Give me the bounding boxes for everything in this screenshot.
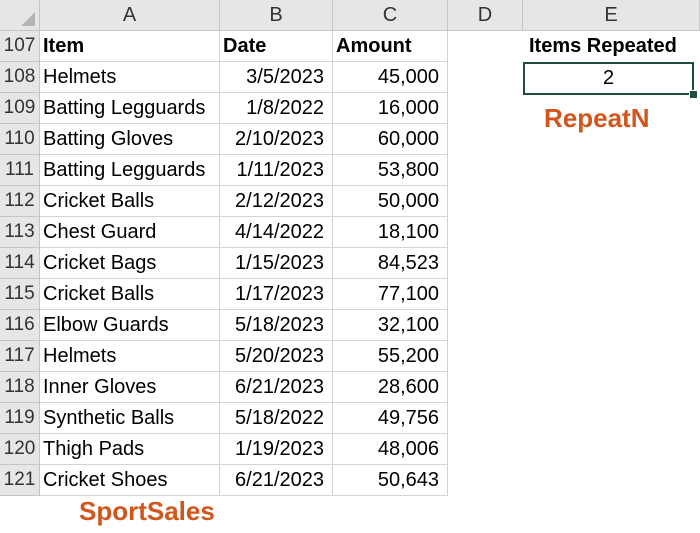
- amount-cell[interactable]: 50,000: [333, 186, 448, 217]
- row-number[interactable]: 117: [0, 341, 40, 372]
- select-all-triangle-icon: [21, 12, 35, 26]
- date-cell[interactable]: 5/18/2023: [220, 310, 333, 341]
- row-number[interactable]: 111: [0, 155, 40, 186]
- select-all-button[interactable]: [0, 0, 40, 31]
- date-cell[interactable]: 5/20/2023: [220, 341, 333, 372]
- item-cell[interactable]: Batting Gloves: [40, 124, 220, 155]
- fill-handle[interactable]: [689, 90, 698, 99]
- item-cell[interactable]: Batting Legguards: [40, 93, 220, 124]
- date-cell[interactable]: 2/12/2023: [220, 186, 333, 217]
- column-header-b[interactable]: B: [220, 0, 333, 31]
- item-cell[interactable]: Helmets: [40, 341, 220, 372]
- item-cell[interactable]: Inner Gloves: [40, 372, 220, 403]
- column-header-a[interactable]: A: [40, 0, 220, 31]
- item-header[interactable]: Item: [40, 31, 220, 62]
- amount-cell[interactable]: 53,800: [333, 155, 448, 186]
- date-cell[interactable]: 4/14/2022: [220, 217, 333, 248]
- date-cell[interactable]: 2/10/2023: [220, 124, 333, 155]
- date-cell[interactable]: 6/21/2023: [220, 465, 333, 496]
- item-cell[interactable]: Cricket Balls: [40, 186, 220, 217]
- amount-cell[interactable]: 45,000: [333, 62, 448, 93]
- item-cell[interactable]: Thigh Pads: [40, 434, 220, 465]
- amount-cell[interactable]: 16,000: [333, 93, 448, 124]
- item-cell[interactable]: Cricket Balls: [40, 279, 220, 310]
- row-number[interactable]: 119: [0, 403, 40, 434]
- row-number[interactable]: 120: [0, 434, 40, 465]
- date-cell[interactable]: 1/11/2023: [220, 155, 333, 186]
- item-cell[interactable]: Batting Legguards: [40, 155, 220, 186]
- item-cell[interactable]: Synthetic Balls: [40, 403, 220, 434]
- date-cell[interactable]: 3/5/2023: [220, 62, 333, 93]
- date-cell[interactable]: 5/18/2022: [220, 403, 333, 434]
- date-cell[interactable]: 1/8/2022: [220, 93, 333, 124]
- item-cell[interactable]: Helmets: [40, 62, 220, 93]
- row-number[interactable]: 112: [0, 186, 40, 217]
- item-cell[interactable]: Cricket Shoes: [40, 465, 220, 496]
- amount-cell[interactable]: 55,200: [333, 341, 448, 372]
- date-cell[interactable]: 1/19/2023: [220, 434, 333, 465]
- row-number[interactable]: 110: [0, 124, 40, 155]
- date-cell[interactable]: 6/21/2023: [220, 372, 333, 403]
- item-cell[interactable]: Cricket Bags: [40, 248, 220, 279]
- amount-cell[interactable]: 84,523: [333, 248, 448, 279]
- column-header-d[interactable]: D: [448, 0, 523, 31]
- amount-cell[interactable]: 49,756: [333, 403, 448, 434]
- items-repeated-result-cell[interactable]: 2: [523, 62, 694, 95]
- items-repeated-header[interactable]: Items Repeated: [529, 35, 677, 57]
- row-number[interactable]: 107: [0, 31, 40, 62]
- amount-cell[interactable]: 60,000: [333, 124, 448, 155]
- date-cell[interactable]: 1/15/2023: [220, 248, 333, 279]
- row-number[interactable]: 121: [0, 465, 40, 496]
- amount-cell[interactable]: 77,100: [333, 279, 448, 310]
- row-number[interactable]: 118: [0, 372, 40, 403]
- function-name-caption: RepeatN: [544, 103, 650, 133]
- date-header[interactable]: Date: [220, 31, 333, 62]
- amount-cell[interactable]: 28,600: [333, 372, 448, 403]
- item-cell[interactable]: Chest Guard: [40, 217, 220, 248]
- item-cell[interactable]: Elbow Guards: [40, 310, 220, 341]
- row-number[interactable]: 115: [0, 279, 40, 310]
- row-number[interactable]: 114: [0, 248, 40, 279]
- column-header-e[interactable]: E: [523, 0, 700, 31]
- amount-header[interactable]: Amount: [333, 31, 448, 62]
- row-number[interactable]: 109: [0, 93, 40, 124]
- date-cell[interactable]: 1/17/2023: [220, 279, 333, 310]
- amount-cell[interactable]: 50,643: [333, 465, 448, 496]
- amount-cell[interactable]: 48,006: [333, 434, 448, 465]
- row-number[interactable]: 108: [0, 62, 40, 93]
- row-number[interactable]: 116: [0, 310, 40, 341]
- amount-cell[interactable]: 32,100: [333, 310, 448, 341]
- amount-cell[interactable]: 18,100: [333, 217, 448, 248]
- table-name-caption: SportSales: [79, 496, 215, 526]
- row-number[interactable]: 113: [0, 217, 40, 248]
- column-header-c[interactable]: C: [333, 0, 448, 31]
